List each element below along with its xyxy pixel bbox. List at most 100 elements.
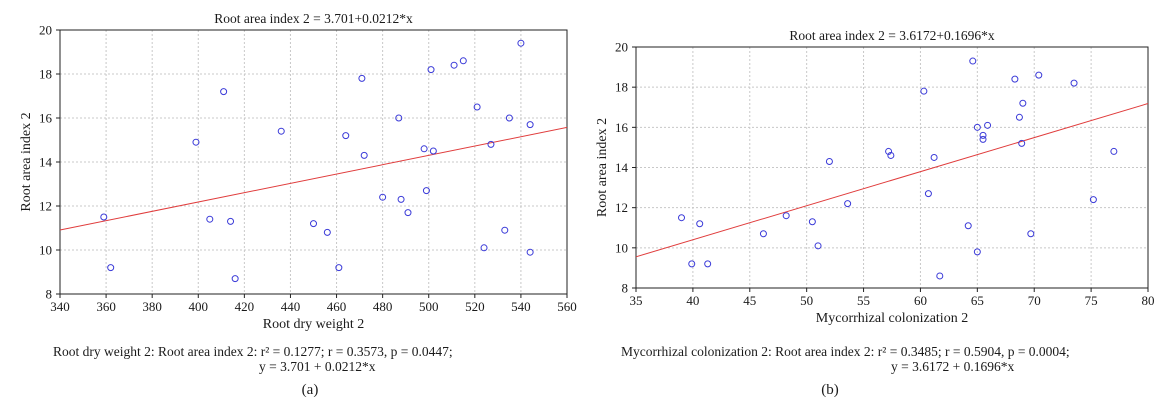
data-point [526, 121, 534, 129]
x-tick-label: 480 [373, 299, 393, 314]
x-axis-label: Root dry weight 2 [263, 317, 365, 332]
data-point [427, 66, 435, 74]
data-point [984, 121, 992, 129]
data-point [887, 151, 895, 159]
y-tick-label: 14 [615, 160, 629, 175]
data-point [979, 131, 987, 139]
data-point [107, 264, 115, 272]
data-point [220, 88, 228, 96]
data-point [1027, 230, 1035, 238]
x-tick-label: 80 [1142, 293, 1155, 308]
data-point [704, 260, 712, 268]
y-tick-label: 12 [615, 200, 628, 215]
data-point [678, 214, 686, 222]
scatter-chart-b: Root area index 2 = 3.6172+0.1696*x 35 40 4… [595, 28, 1155, 326]
data-point [969, 57, 977, 65]
x-tick-label: 340 [50, 299, 70, 314]
data-point [1089, 196, 1097, 204]
data-point [1015, 113, 1023, 121]
data-point [1019, 99, 1027, 107]
y-tick-label: 8 [622, 281, 629, 296]
x-tick-label: 55 [857, 293, 870, 308]
chart-title: Root area index 2 = 3.6172+0.1696*x [789, 28, 995, 43]
x-tick-label: 560 [557, 299, 577, 314]
data-point [277, 127, 285, 135]
panel-label-a: (a) [301, 382, 319, 398]
data-point [808, 218, 816, 226]
y-tick-label: 18 [615, 80, 628, 95]
x-tick-label: 440 [281, 299, 301, 314]
x-tick-label: 420 [235, 299, 255, 314]
data-point [231, 275, 239, 283]
data-point [422, 187, 430, 195]
data-point [397, 195, 405, 203]
x-tick-label: 520 [465, 299, 485, 314]
y-tick-label: 18 [39, 67, 52, 82]
data-point [1070, 79, 1078, 87]
regression-line [59, 126, 568, 231]
x-tick-label: 65 [971, 293, 984, 308]
y-tick-label: 16 [39, 111, 53, 126]
stats-a-equation: y = 3.701 + 0.0212*x [259, 359, 376, 374]
regression-line [635, 103, 1149, 258]
data-point [501, 226, 509, 234]
x-tick-label: 45 [743, 293, 756, 308]
data-point [358, 74, 366, 82]
y-tick-label: 10 [39, 243, 52, 258]
data-point [404, 209, 412, 217]
data-point [1011, 75, 1019, 83]
data-point [379, 193, 387, 201]
data-point [979, 135, 987, 143]
data-point [420, 145, 428, 153]
data-point [1110, 147, 1118, 155]
data-point [192, 138, 200, 146]
y-tick-label: 16 [615, 120, 629, 135]
stats-a-line1: Root dry weight 2: Root area index 2: r²… [53, 344, 453, 359]
y-tick-label: 12 [39, 199, 52, 214]
data-point [429, 147, 437, 155]
data-point [459, 57, 467, 65]
data-point [924, 190, 932, 198]
data-point [360, 151, 368, 159]
y-tick-label: 8 [46, 287, 53, 302]
stats-a: Root dry weight 2: Root area index 2: r²… [53, 344, 453, 374]
data-point [505, 114, 513, 122]
data-point [517, 39, 525, 47]
x-tick-label: 380 [142, 299, 162, 314]
panel-a: Root area index 2 = 3.701+0.0212*x 340 360… [0, 0, 580, 403]
x-tick-label: 40 [686, 293, 699, 308]
data-point [206, 215, 214, 223]
panel-b: Root area index 2 = 3.6172+0.1696*x 35 40 4… [584, 0, 1164, 403]
y-axis-label: Root area index 2 [19, 112, 34, 211]
x-tick-label: 500 [419, 299, 439, 314]
data-point [930, 153, 938, 161]
data-point [1018, 139, 1026, 147]
chart-title: Root area index 2 = 3.701+0.0212*x [214, 11, 413, 26]
scatter-chart-a: Root area index 2 = 3.701+0.0212*x 340 360… [19, 11, 577, 332]
x-tick-label: 400 [189, 299, 209, 314]
data-point [936, 272, 944, 280]
data-point [473, 103, 481, 111]
data-point [526, 248, 534, 256]
data-point [323, 228, 331, 236]
y-tick-label: 10 [615, 240, 628, 255]
data-point [964, 222, 972, 230]
data-point [450, 61, 458, 69]
stats-b-line1: Mycorrhizal colonization 2: Root area in… [621, 344, 1070, 359]
x-tick-label: 460 [327, 299, 347, 314]
panel-label-b: (b) [821, 382, 839, 398]
data-point [335, 264, 343, 272]
x-axis-label: Mycorrhizal colonization 2 [816, 311, 968, 326]
data-point [885, 147, 893, 155]
data-point [759, 230, 767, 238]
data-point [696, 220, 704, 228]
data-point [227, 217, 235, 225]
data-point [480, 244, 488, 252]
stats-b-equation: y = 3.6172 + 0.1696*x [891, 359, 1015, 374]
y-tick-label: 20 [615, 40, 628, 55]
y-tick-label: 20 [39, 23, 52, 38]
x-tick-label: 540 [511, 299, 531, 314]
data-point [342, 132, 350, 140]
y-tick-label: 14 [39, 155, 53, 170]
x-tick-label: 75 [1085, 293, 1098, 308]
